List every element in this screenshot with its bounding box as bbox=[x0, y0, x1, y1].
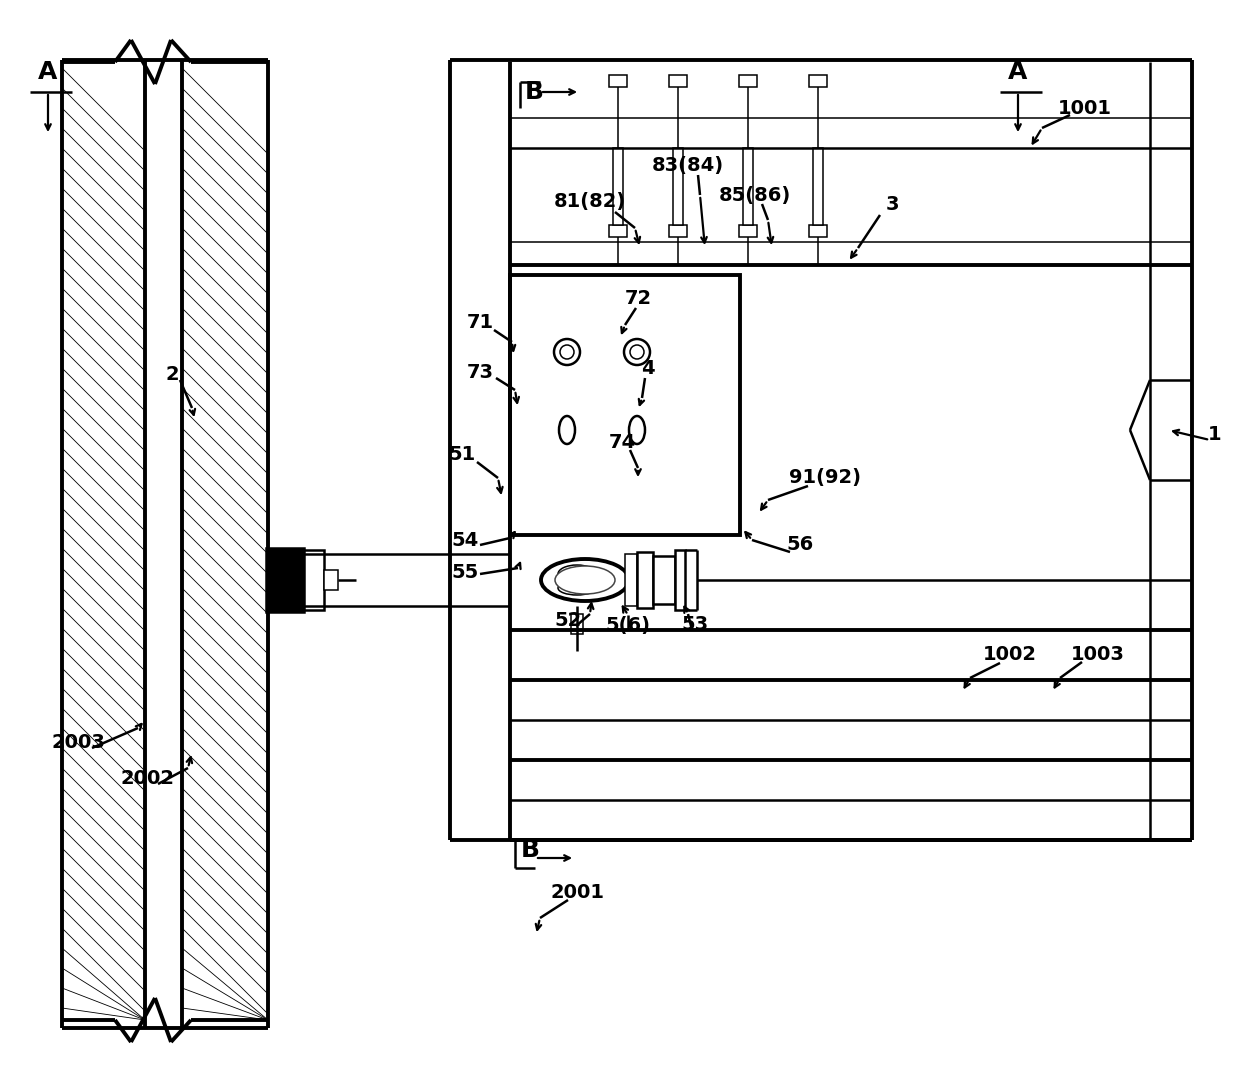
Text: A: A bbox=[38, 60, 58, 84]
Bar bbox=[613, 148, 622, 225]
Text: B: B bbox=[521, 838, 539, 862]
Text: 1: 1 bbox=[1208, 426, 1221, 445]
Text: 4: 4 bbox=[641, 359, 655, 378]
Bar bbox=[510, 275, 740, 535]
Text: 3: 3 bbox=[885, 195, 899, 215]
Bar bbox=[739, 225, 756, 237]
Text: 2: 2 bbox=[165, 365, 179, 384]
Text: 85(86): 85(86) bbox=[719, 186, 791, 204]
Bar bbox=[743, 148, 753, 225]
Bar bbox=[609, 225, 627, 237]
Text: 5(6): 5(6) bbox=[605, 616, 651, 634]
Text: 83(84): 83(84) bbox=[652, 156, 724, 175]
Bar bbox=[570, 615, 583, 634]
Text: 53: 53 bbox=[682, 616, 708, 634]
Bar bbox=[739, 75, 756, 87]
Text: A: A bbox=[1008, 60, 1028, 84]
Text: 73: 73 bbox=[466, 363, 494, 381]
Bar bbox=[673, 148, 683, 225]
Text: 81(82): 81(82) bbox=[554, 192, 626, 212]
Bar bbox=[324, 570, 339, 590]
Ellipse shape bbox=[558, 565, 596, 583]
Bar bbox=[670, 75, 687, 87]
Ellipse shape bbox=[556, 566, 615, 594]
Text: 52: 52 bbox=[554, 610, 582, 630]
Ellipse shape bbox=[558, 581, 596, 595]
Text: 74: 74 bbox=[609, 432, 636, 451]
Text: 56: 56 bbox=[786, 536, 813, 554]
Text: B: B bbox=[525, 80, 543, 104]
Bar bbox=[609, 75, 627, 87]
Bar bbox=[808, 225, 827, 237]
Bar bbox=[813, 148, 823, 225]
Text: 55: 55 bbox=[451, 563, 479, 581]
Text: 1002: 1002 bbox=[983, 646, 1037, 664]
Ellipse shape bbox=[541, 559, 629, 600]
Text: 71: 71 bbox=[466, 312, 494, 332]
Text: 1001: 1001 bbox=[1058, 98, 1112, 118]
Text: 2002: 2002 bbox=[122, 769, 175, 787]
Text: 91(92): 91(92) bbox=[789, 469, 861, 487]
Text: 72: 72 bbox=[625, 288, 651, 308]
Text: 54: 54 bbox=[451, 530, 479, 550]
Bar bbox=[304, 550, 324, 610]
Bar bbox=[653, 556, 675, 604]
Text: 2001: 2001 bbox=[551, 882, 605, 902]
Bar bbox=[625, 554, 637, 606]
Bar bbox=[808, 75, 827, 87]
Bar bbox=[670, 225, 687, 237]
Text: 2003: 2003 bbox=[51, 732, 105, 752]
Text: 51: 51 bbox=[449, 445, 476, 464]
Bar bbox=[675, 550, 684, 610]
Bar bbox=[637, 552, 653, 608]
Bar bbox=[267, 548, 304, 612]
Text: 1003: 1003 bbox=[1071, 646, 1125, 664]
